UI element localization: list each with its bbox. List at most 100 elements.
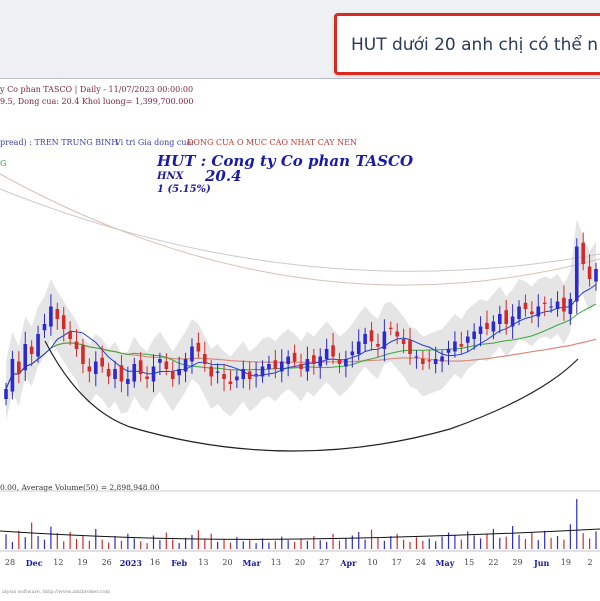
- candle-body: [158, 359, 162, 363]
- x-tick-label: 15: [464, 558, 475, 567]
- candle-body: [382, 331, 387, 349]
- candle-body: [331, 345, 335, 357]
- candle-body: [286, 356, 290, 364]
- x-tick-label: 19: [560, 558, 571, 567]
- comment-box[interactable]: HUT dưới 20 anh chị có thể n: [334, 13, 600, 75]
- x-tick-label: 17: [391, 558, 402, 567]
- candle-body: [55, 309, 60, 319]
- chart-header-line1: y Co phan TASCO | Daily - 11/07/2023 00:…: [0, 85, 194, 94]
- candle-body: [421, 359, 425, 364]
- x-tick-label: 12: [53, 558, 64, 567]
- stock-change: 1 (5.15%): [157, 184, 211, 195]
- candle-body: [49, 306, 53, 327]
- x-tick-label: Apr: [340, 558, 357, 568]
- candle-body: [453, 341, 457, 352]
- candle-body: [549, 306, 553, 308]
- volume-header: 0.00, Average Volume(50) = 2,898,948.00: [0, 483, 160, 492]
- candle-body: [395, 331, 399, 337]
- candle-body: [299, 364, 303, 369]
- candle-body: [228, 381, 233, 384]
- candle-body: [401, 339, 406, 344]
- long-ma-arc-1: [0, 188, 600, 272]
- x-tick-label: Jun: [533, 558, 550, 568]
- price-chart-svg: [0, 173, 600, 552]
- x-tick-label: 10: [367, 558, 378, 567]
- x-tick-label: 13: [270, 558, 281, 567]
- x-tick-label: 24: [415, 558, 426, 567]
- candle-body: [260, 366, 265, 377]
- candle-body: [318, 356, 323, 367]
- candle-body: [36, 334, 40, 357]
- candle-body: [254, 374, 258, 376]
- candle-body: [555, 301, 560, 309]
- candle-body: [536, 306, 541, 317]
- candle-body: [196, 342, 201, 352]
- candle-body: [523, 302, 528, 309]
- candle-body: [241, 369, 246, 379]
- long-ma-arc-2: [0, 173, 600, 286]
- x-tick-label: 20: [222, 558, 233, 567]
- candle-body: [408, 340, 412, 354]
- stock-exchange: HNX: [157, 171, 184, 182]
- candle-body: [151, 366, 156, 382]
- candle-body: [440, 356, 444, 362]
- candle-body: [388, 327, 393, 329]
- x-tick-label: 2023: [119, 558, 142, 568]
- candle-body: [568, 299, 573, 314]
- candle-body: [337, 359, 342, 364]
- candle-body: [132, 364, 137, 382]
- candle-body: [222, 374, 226, 379]
- x-tick-label: 22: [488, 558, 499, 567]
- legend-left: pread) : TREN TRUNG BINH: [0, 138, 119, 147]
- x-tick-label: 13: [198, 558, 209, 567]
- x-tick-label: Feb: [171, 558, 188, 568]
- candle-body: [138, 360, 143, 374]
- candle-body: [344, 359, 348, 367]
- candle-body: [164, 361, 169, 369]
- candle-body: [10, 359, 15, 392]
- candle-body: [324, 349, 329, 359]
- x-tick-label: 26: [101, 558, 112, 567]
- candle-body: [562, 297, 566, 312]
- candle-body: [247, 371, 252, 379]
- candle-body: [472, 331, 476, 339]
- candle-body: [594, 269, 598, 282]
- stock-title: HUT : Cong ty Co phan TASCO: [157, 152, 414, 170]
- candle-body: [170, 371, 175, 379]
- candle-body: [183, 359, 188, 372]
- candle-body: [17, 361, 21, 374]
- candle-body: [209, 366, 214, 377]
- candle-body: [459, 344, 464, 347]
- candle-body: [542, 302, 547, 304]
- candle-body: [376, 344, 380, 347]
- average-volume-line: [0, 528, 600, 540]
- legend-g: G: [0, 159, 7, 168]
- candle-body: [61, 315, 66, 329]
- candle-body: [574, 246, 579, 302]
- candle-body: [81, 345, 85, 364]
- x-tick-label: May: [435, 558, 455, 568]
- candle-body: [119, 365, 124, 382]
- candle-body: [4, 389, 8, 399]
- candle-body: [350, 351, 355, 356]
- candle-body: [203, 354, 207, 364]
- x-tick-label: 2: [587, 558, 593, 567]
- candle-body: [279, 361, 284, 372]
- candle-body: [23, 344, 28, 371]
- footer-credit: alysis software. http://www.amibroker.co…: [2, 589, 111, 595]
- candle-body: [106, 369, 111, 377]
- candle-body: [267, 364, 271, 369]
- candle-body: [145, 376, 149, 379]
- x-tick-label: 19: [77, 558, 88, 567]
- candle-body: [587, 266, 592, 279]
- candle-body: [517, 306, 521, 319]
- candle-body: [29, 346, 34, 354]
- candle-body: [478, 326, 483, 334]
- candle-body: [273, 360, 278, 369]
- candle-body: [581, 242, 585, 264]
- candle-body: [235, 376, 239, 381]
- x-tick-label: Dec: [25, 558, 43, 568]
- candle-body: [504, 310, 509, 324]
- candle-body: [68, 331, 72, 339]
- candle-body: [498, 314, 502, 324]
